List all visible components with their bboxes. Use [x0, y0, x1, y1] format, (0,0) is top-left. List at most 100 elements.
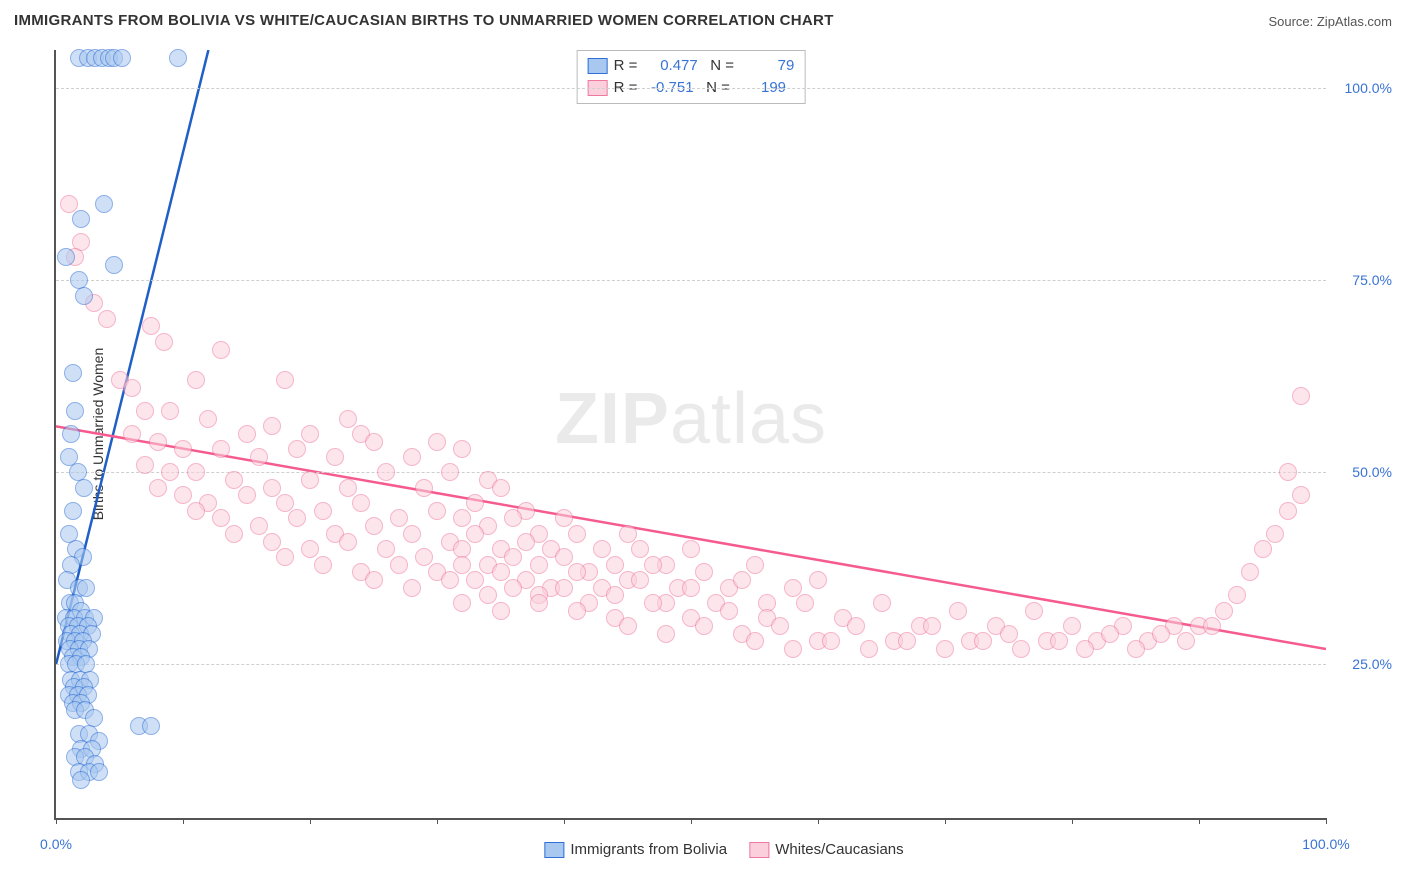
- watermark: ZIPatlas: [555, 378, 827, 460]
- gridline: [56, 280, 1326, 281]
- data-point: [1177, 632, 1195, 650]
- data-point: [1215, 602, 1233, 620]
- data-point: [212, 341, 230, 359]
- data-point: [555, 548, 573, 566]
- data-point: [530, 556, 548, 574]
- data-point: [326, 448, 344, 466]
- bottom-legend: Immigrants from Bolivia Whites/Caucasian…: [526, 841, 903, 858]
- data-point: [314, 502, 332, 520]
- data-point: [64, 364, 82, 382]
- data-point: [250, 517, 268, 535]
- data-point: [504, 548, 522, 566]
- data-point: [339, 479, 357, 497]
- x-tick: [818, 818, 819, 824]
- data-point: [873, 594, 891, 612]
- data-point: [847, 617, 865, 635]
- x-tick: [1072, 818, 1073, 824]
- data-point: [492, 563, 510, 581]
- data-point: [142, 717, 160, 735]
- data-point: [784, 640, 802, 658]
- data-point: [263, 533, 281, 551]
- y-tick-label: 25.0%: [1352, 656, 1392, 672]
- data-point: [466, 494, 484, 512]
- data-point: [155, 333, 173, 351]
- data-point: [123, 379, 141, 397]
- data-point: [352, 494, 370, 512]
- data-point: [301, 540, 319, 558]
- x-tick: [564, 818, 565, 824]
- data-point: [187, 463, 205, 481]
- data-point: [301, 471, 319, 489]
- data-point: [339, 410, 357, 428]
- legend-pink-swatch-icon: [749, 842, 769, 858]
- data-point: [593, 540, 611, 558]
- data-point: [619, 525, 637, 543]
- data-point: [606, 556, 624, 574]
- data-point: [606, 586, 624, 604]
- data-point: [98, 310, 116, 328]
- data-point: [66, 402, 84, 420]
- data-point: [631, 571, 649, 589]
- data-point: [453, 556, 471, 574]
- plot-area: ZIPatlas R = 0.477 N = 79 R = -0.751 N =…: [54, 50, 1326, 820]
- data-point: [250, 448, 268, 466]
- data-point: [377, 463, 395, 481]
- x-tick-label: 0.0%: [40, 836, 72, 852]
- data-point: [288, 440, 306, 458]
- data-point: [784, 579, 802, 597]
- x-tick: [56, 818, 57, 824]
- data-point: [136, 402, 154, 420]
- data-point: [492, 479, 510, 497]
- data-point: [365, 571, 383, 589]
- data-point: [644, 594, 662, 612]
- data-point: [1292, 486, 1310, 504]
- data-point: [238, 425, 256, 443]
- data-point: [682, 579, 700, 597]
- data-point: [1076, 640, 1094, 658]
- data-point: [263, 479, 281, 497]
- data-point: [822, 632, 840, 650]
- y-tick-label: 50.0%: [1352, 464, 1392, 480]
- data-point: [555, 579, 573, 597]
- data-point: [161, 463, 179, 481]
- data-point: [187, 502, 205, 520]
- data-point: [199, 410, 217, 428]
- data-point: [1152, 625, 1170, 643]
- data-point: [105, 256, 123, 274]
- data-point: [504, 509, 522, 527]
- data-point: [746, 632, 764, 650]
- data-point: [771, 617, 789, 635]
- data-point: [428, 502, 446, 520]
- data-point: [949, 602, 967, 620]
- y-tick-label: 75.0%: [1352, 272, 1392, 288]
- source-label: Source: ZipAtlas.com: [1268, 14, 1392, 29]
- data-point: [936, 640, 954, 658]
- data-point: [974, 632, 992, 650]
- data-point: [403, 525, 421, 543]
- data-point: [619, 617, 637, 635]
- data-point: [492, 602, 510, 620]
- legend-blue-swatch-icon: [544, 842, 564, 858]
- data-point: [631, 540, 649, 558]
- data-point: [923, 617, 941, 635]
- data-point: [644, 556, 662, 574]
- data-point: [657, 625, 675, 643]
- data-point: [441, 463, 459, 481]
- data-point: [441, 571, 459, 589]
- data-point: [390, 509, 408, 527]
- data-point: [746, 556, 764, 574]
- swatch-blue-icon: [588, 58, 608, 74]
- x-tick: [691, 818, 692, 824]
- data-point: [212, 440, 230, 458]
- data-point: [263, 417, 281, 435]
- data-point: [555, 509, 573, 527]
- x-tick: [183, 818, 184, 824]
- data-point: [1203, 617, 1221, 635]
- data-point: [57, 248, 75, 266]
- data-point: [225, 471, 243, 489]
- data-point: [60, 195, 78, 213]
- data-point: [113, 49, 131, 67]
- data-point: [365, 433, 383, 451]
- data-point: [339, 533, 357, 551]
- data-point: [390, 556, 408, 574]
